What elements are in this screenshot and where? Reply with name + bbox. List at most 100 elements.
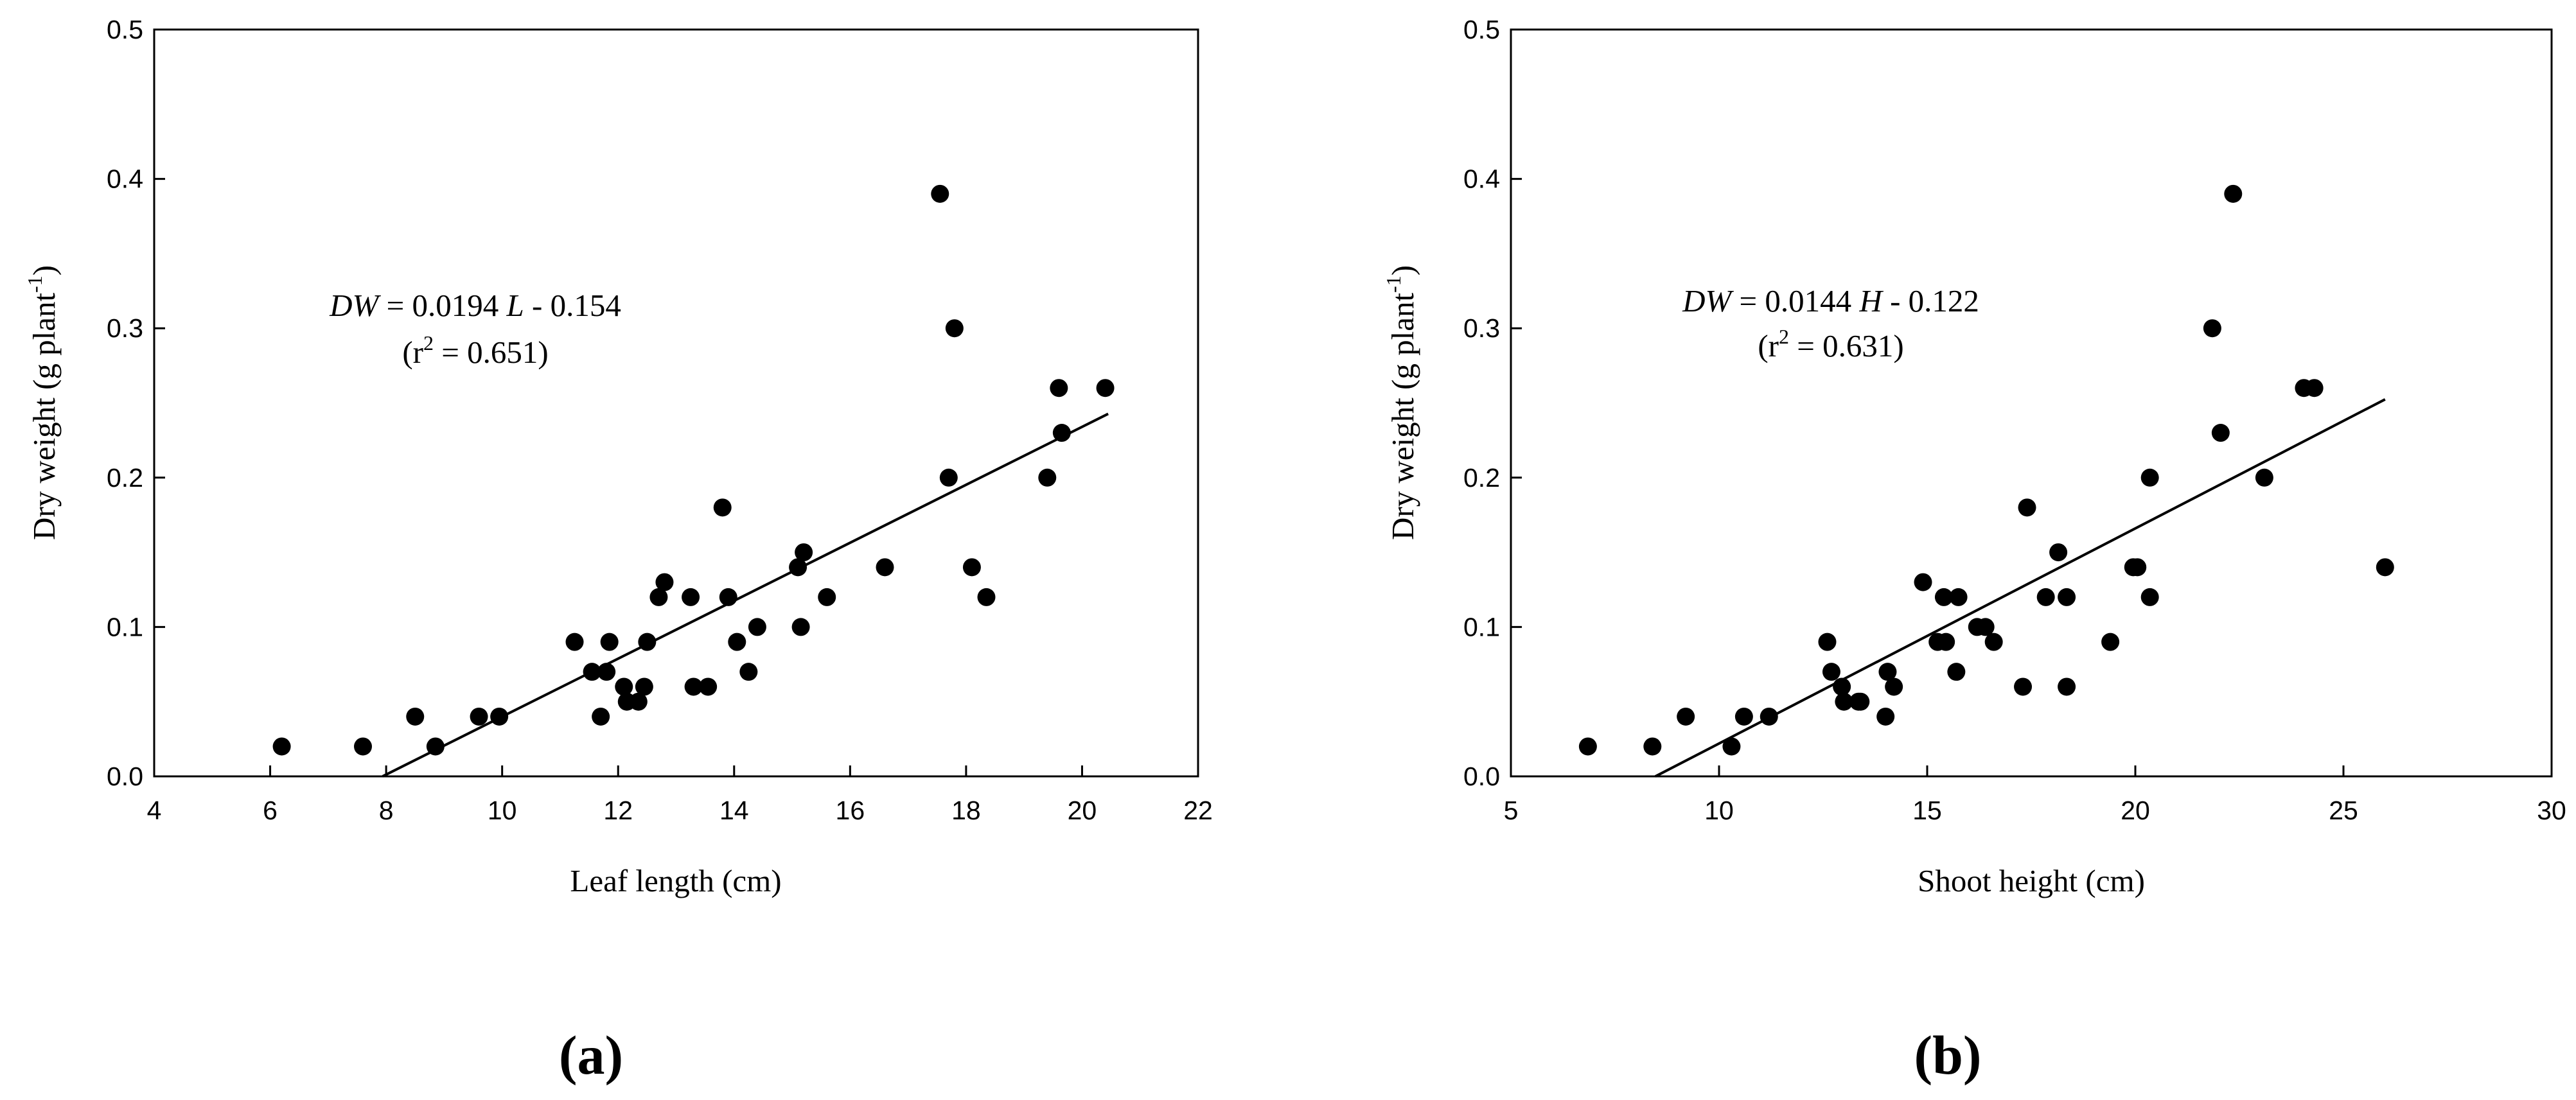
data-point	[2036, 588, 2055, 606]
panel-label-b: (b)	[1914, 1024, 1981, 1086]
data-point	[1722, 737, 1741, 756]
data-point	[1934, 588, 1953, 606]
x-tick-label: 25	[2329, 796, 2358, 825]
regression-equation: DW = 0.0144 H - 0.122	[1682, 283, 1979, 319]
data-point	[655, 573, 674, 591]
data-point	[638, 633, 657, 651]
data-point	[426, 737, 445, 756]
x-axis-title: Shoot height (cm)	[1918, 863, 2145, 898]
data-point	[2376, 558, 2394, 577]
data-point	[2203, 319, 2221, 338]
x-tick-label: 8	[379, 796, 394, 825]
data-point	[629, 692, 648, 711]
data-point	[2018, 498, 2036, 517]
data-point	[1878, 663, 1897, 681]
x-tick-label: 30	[2537, 796, 2566, 825]
data-point	[682, 588, 700, 606]
data-point	[2224, 184, 2243, 203]
data-point	[1096, 379, 1115, 397]
data-point	[592, 707, 610, 726]
data-point	[2058, 588, 2076, 606]
data-point	[1947, 663, 1966, 681]
data-point	[597, 663, 616, 681]
y-tick-label: 0.2	[107, 463, 143, 493]
x-tick-label: 18	[951, 796, 981, 825]
data-point	[1885, 677, 1903, 696]
data-point	[2014, 677, 2033, 696]
data-point	[699, 677, 718, 696]
data-point	[1976, 618, 1995, 636]
y-tick-label: 0.2	[1463, 463, 1500, 493]
x-tick-label: 12	[603, 796, 633, 825]
data-point	[2140, 588, 2159, 606]
x-tick-label: 10	[488, 796, 517, 825]
data-point	[1937, 633, 1955, 651]
y-axis-title: Dry weight (g plant-1)	[1382, 265, 1420, 540]
panel-a: 0.0 0.1 0.2 0.3 0.4 0.5 4 6 8 10 12 14 16 18 20 22 Lea…	[23, 15, 1213, 1086]
x-tick-label: 20	[1068, 796, 1097, 825]
data-point	[748, 618, 766, 636]
data-point	[1643, 737, 1662, 756]
y-tick-label: 0.5	[107, 15, 143, 44]
data-point	[1818, 633, 1837, 651]
data-point	[789, 558, 807, 577]
data-point	[2140, 468, 2159, 487]
plot-frame	[1510, 28, 2553, 778]
data-point	[1050, 379, 1068, 397]
x-tick-label: 15	[1912, 796, 1942, 825]
y-tick-label: 0.4	[1463, 164, 1500, 194]
x-tick-label: 14	[719, 796, 749, 825]
y-tick-label: 0.5	[1463, 15, 1500, 44]
data-point	[635, 677, 653, 696]
data-point	[739, 663, 758, 681]
data-point	[1835, 692, 1853, 711]
data-point	[795, 543, 813, 562]
y-axis-title: Dry weight (g plant-1)	[23, 265, 62, 540]
data-points	[272, 184, 1115, 756]
data-point	[565, 633, 584, 651]
r-squared-label: (r2 = 0.631)	[1758, 325, 1903, 363]
data-point	[719, 588, 737, 606]
data-point	[931, 184, 949, 203]
data-point	[1734, 707, 1753, 726]
data-point	[1677, 707, 1695, 726]
x-tick-label: 4	[147, 796, 162, 825]
data-point	[1052, 424, 1071, 442]
x-axis: 5 10 15 20 25 30	[1504, 765, 2566, 825]
data-point	[1984, 633, 2003, 651]
data-point	[1760, 707, 1778, 726]
y-axis: 0.0 0.1 0.2 0.3 0.4 0.5	[107, 15, 165, 791]
y-tick-label: 0.1	[1463, 612, 1500, 642]
x-tick-label: 22	[1183, 796, 1213, 825]
data-point	[2101, 633, 2120, 651]
data-point	[1914, 573, 1932, 591]
data-point	[728, 633, 746, 651]
data-point	[1876, 707, 1895, 726]
regression-line	[382, 412, 1109, 778]
data-point	[1949, 588, 1968, 606]
data-point	[1851, 692, 1870, 711]
data-point	[977, 588, 996, 606]
x-tick-label: 5	[1504, 796, 1519, 825]
data-point	[962, 558, 981, 577]
y-tick-label: 0.4	[107, 164, 143, 194]
data-point	[2305, 379, 2324, 397]
data-point	[1833, 677, 1851, 696]
data-point	[600, 633, 619, 651]
data-point	[272, 737, 291, 756]
data-point	[876, 558, 894, 577]
data-point	[490, 707, 509, 726]
data-point	[354, 737, 372, 756]
data-point	[2049, 543, 2068, 562]
x-axis-title: Leaf length (cm)	[570, 863, 781, 898]
data-point	[684, 677, 703, 696]
data-point	[649, 588, 668, 606]
data-point	[713, 498, 732, 517]
plot-frame	[153, 28, 1199, 778]
data-point	[2255, 468, 2273, 487]
y-tick-label: 0.0	[1463, 762, 1500, 791]
x-tick-label: 10	[1704, 796, 1734, 825]
regression-line-group	[382, 412, 1109, 778]
data-point	[818, 588, 836, 606]
